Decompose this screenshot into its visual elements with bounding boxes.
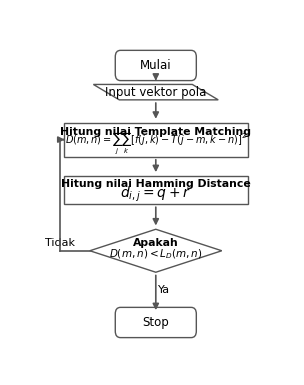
FancyBboxPatch shape [115, 307, 196, 338]
Text: Apakah: Apakah [133, 238, 179, 248]
FancyBboxPatch shape [115, 50, 196, 80]
Text: Tidak: Tidak [45, 238, 75, 248]
Text: Stop: Stop [143, 316, 169, 329]
Text: $D(m,n)=\sum_{j}\sum_{k}[f(j,k)-T(j-m,k-n)]^2$: $D(m,n)=\sum_{j}\sum_{k}[f(j,k)-T(j-m,k-… [65, 131, 247, 157]
Text: Input vektor pola: Input vektor pola [105, 85, 206, 99]
Text: Mulai: Mulai [140, 59, 172, 72]
Polygon shape [93, 84, 218, 100]
Text: Hitung nilai Template Matching: Hitung nilai Template Matching [60, 127, 251, 137]
Text: Ya: Ya [158, 285, 170, 295]
Bar [64, 122, 248, 157]
Bar [64, 176, 248, 204]
Text: $d_{i,j} = q + r$: $d_{i,j} = q + r$ [120, 185, 191, 204]
Text: $D(m,n) < L_D(m,n)$: $D(m,n) < L_D(m,n)$ [109, 247, 203, 261]
Text: Hitung nilai Hamming Distance: Hitung nilai Hamming Distance [61, 179, 251, 189]
Polygon shape [90, 229, 222, 272]
